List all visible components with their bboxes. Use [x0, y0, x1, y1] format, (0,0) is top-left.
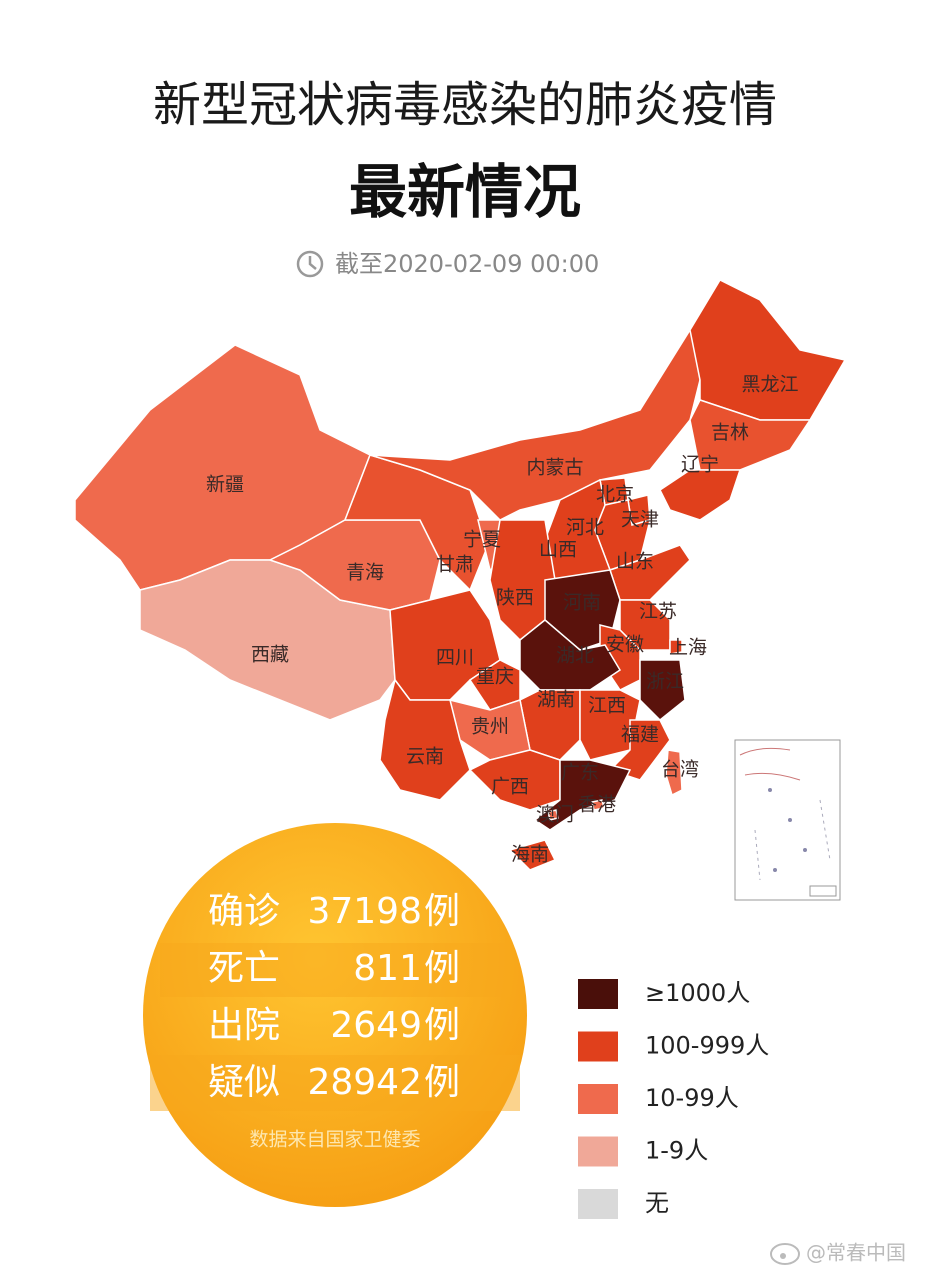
- province-label: 黑龙江: [741, 374, 798, 396]
- subtitle: 最新情况: [349, 158, 581, 226]
- legend-label: 100-999人: [645, 1032, 769, 1060]
- stat-value: 811: [353, 948, 422, 989]
- source: 数据来自国家卫健委: [249, 1129, 420, 1151]
- stat-unit: 例: [424, 948, 460, 989]
- province-label: 香港: [578, 794, 616, 816]
- province: [665, 749, 683, 797]
- province-label: 西藏: [251, 644, 289, 666]
- province-label: 山东: [616, 551, 654, 573]
- province-label: 贵州: [471, 716, 509, 738]
- legend-label: 无: [645, 1189, 669, 1217]
- province: [608, 719, 671, 781]
- province-label: 江西: [588, 695, 626, 717]
- stats-badge: [143, 823, 527, 1207]
- legend-swatch: [578, 1031, 618, 1062]
- province-label: 内蒙古: [526, 457, 583, 479]
- province-label: 云南: [406, 746, 444, 768]
- province-label: 湖南: [537, 689, 575, 711]
- province: [468, 659, 521, 711]
- legend-swatch: [578, 979, 618, 1009]
- province-label: 台湾: [661, 759, 699, 781]
- province-label: 安徽: [606, 634, 644, 656]
- province: [268, 519, 441, 611]
- province-label: 澳门: [536, 804, 574, 826]
- province-label: 江苏: [639, 601, 677, 623]
- province-label: 重庆: [476, 666, 514, 688]
- legend-swatch: [578, 1084, 618, 1114]
- stat-unit: 例: [424, 1062, 460, 1103]
- province: [591, 799, 605, 811]
- province-label: 辽宁: [681, 454, 719, 476]
- title: 新型冠状病毒感染的肺炎疫情: [153, 77, 777, 133]
- weibo-icon: [770, 1243, 800, 1265]
- province-label: 广东: [561, 762, 599, 784]
- province-label: 山西: [539, 539, 577, 561]
- province-label: 湖北: [556, 645, 594, 667]
- province-label: 海南: [511, 844, 549, 866]
- stat-label: 出院: [208, 1005, 280, 1046]
- watermark: @常春中国: [806, 1241, 906, 1265]
- south-sea-inset: [734, 739, 841, 901]
- province-label: 浙江: [646, 671, 684, 693]
- province: [508, 839, 557, 871]
- legend-label: 10-99人: [645, 1084, 739, 1112]
- province-label: 河南: [563, 592, 601, 614]
- legend-swatch: [578, 1136, 618, 1167]
- province-label: 青海: [346, 562, 384, 584]
- province: [379, 678, 471, 801]
- stat-label: 确诊: [208, 891, 280, 932]
- legend-label: ≥1000人: [645, 979, 750, 1007]
- stats: 确诊 37198 例死亡 811 例出院 2649 例疑似 28942 例: [208, 891, 460, 1103]
- province: [659, 469, 742, 521]
- province-label: 陕西: [496, 587, 534, 609]
- stat-label: 疑似: [208, 1062, 280, 1103]
- province-label: 四川: [436, 647, 474, 669]
- stat-unit: 例: [424, 1005, 460, 1046]
- province-label: 甘肃: [436, 554, 474, 576]
- stat-label: 死亡: [208, 948, 280, 989]
- stat-unit: 例: [424, 891, 460, 932]
- province: [669, 639, 683, 655]
- province-label: 新疆: [206, 474, 244, 496]
- clock-icon: [296, 250, 324, 278]
- legend-swatch: [578, 1189, 618, 1219]
- province-label: 宁夏: [463, 529, 501, 551]
- province-label: 北京: [596, 484, 634, 506]
- stat-value: 28942: [307, 1062, 422, 1103]
- province: [369, 288, 741, 521]
- province-label: 吉林: [711, 422, 749, 444]
- province-label: 上海: [669, 637, 707, 659]
- province: [689, 399, 812, 471]
- province: [639, 659, 686, 722]
- province: [547, 809, 559, 821]
- province: [689, 279, 847, 421]
- province: [519, 619, 622, 691]
- legend: ≥1000人 100-999人 10-99人 1-9人无: [578, 979, 769, 1219]
- legend-label: 1-9人: [645, 1137, 708, 1165]
- stat-value: 37198: [307, 891, 422, 932]
- timestamp: 截至2020-02-09 00:00: [335, 250, 599, 278]
- province-label: 福建: [621, 724, 659, 746]
- province-label: 河北: [566, 517, 604, 539]
- province: [533, 759, 632, 831]
- stat-value: 2649: [330, 1005, 422, 1046]
- province-label: 广西: [491, 776, 529, 798]
- province-label: 天津: [621, 509, 659, 531]
